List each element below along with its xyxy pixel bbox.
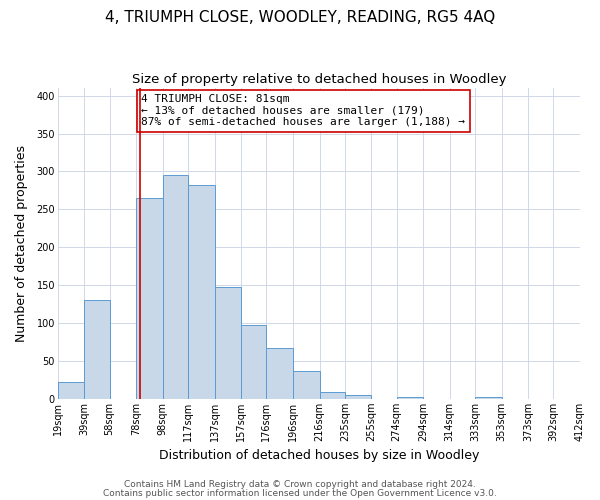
Bar	[58, 382, 85, 399]
Text: Contains HM Land Registry data © Crown copyright and database right 2024.: Contains HM Land Registry data © Crown c…	[124, 480, 476, 489]
Title: Size of property relative to detached houses in Woodley: Size of property relative to detached ho…	[131, 72, 506, 86]
Text: Contains public sector information licensed under the Open Government Licence v3: Contains public sector information licen…	[103, 488, 497, 498]
Bar	[345, 395, 371, 399]
Bar	[163, 175, 188, 399]
Bar	[241, 324, 266, 399]
X-axis label: Distribution of detached houses by size in Woodley: Distribution of detached houses by size …	[158, 450, 479, 462]
Bar	[320, 392, 345, 399]
Bar	[136, 198, 163, 399]
Bar	[475, 398, 502, 399]
Bar	[266, 348, 293, 399]
Bar	[188, 185, 215, 399]
Y-axis label: Number of detached properties: Number of detached properties	[15, 145, 28, 342]
Bar	[293, 371, 320, 399]
Text: 4 TRIUMPH CLOSE: 81sqm
← 13% of detached houses are smaller (179)
87% of semi-de: 4 TRIUMPH CLOSE: 81sqm ← 13% of detached…	[142, 94, 466, 128]
Bar	[85, 300, 110, 399]
Bar	[215, 288, 241, 399]
Bar	[397, 396, 423, 399]
Text: 4, TRIUMPH CLOSE, WOODLEY, READING, RG5 4AQ: 4, TRIUMPH CLOSE, WOODLEY, READING, RG5 …	[105, 10, 495, 25]
